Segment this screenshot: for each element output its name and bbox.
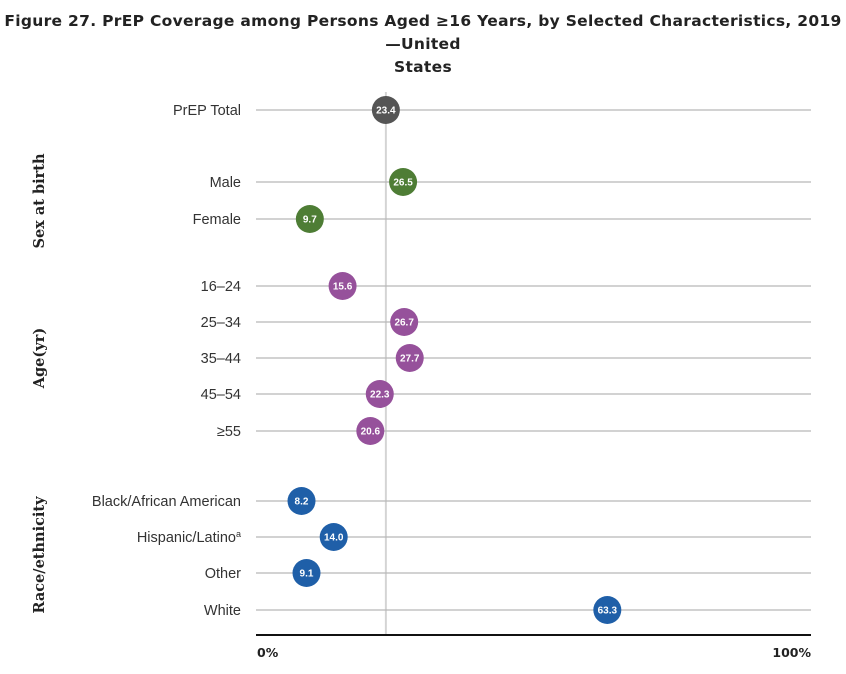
data-point <box>287 487 316 515</box>
data-point <box>292 559 321 587</box>
category-label: 16–24 <box>201 279 241 295</box>
data-point <box>395 344 424 372</box>
group-label: Sex at birth <box>31 153 48 249</box>
group-label: Age(yr) <box>31 328 48 389</box>
category-label: 25–34 <box>201 315 241 331</box>
data-point <box>319 523 348 551</box>
category-label: ≥55 <box>217 424 241 440</box>
data-label: 22.3 <box>370 390 390 401</box>
data-label: 27.7 <box>400 354 420 365</box>
group-label: Race/ethnicity <box>31 496 48 614</box>
chart-title-line2: States <box>394 58 452 76</box>
data-point <box>295 205 324 233</box>
category-label: PrEP Total <box>173 103 241 119</box>
chart-title: Figure 27. PrEP Coverage among Persons A… <box>0 10 846 79</box>
category-label: White <box>204 603 241 619</box>
data-label: 14.0 <box>324 533 344 544</box>
data-point <box>365 380 394 408</box>
category-label: Hispanic/Latinoa <box>137 529 241 546</box>
data-point <box>593 596 622 624</box>
data-label: 15.6 <box>333 282 353 293</box>
category-label: Other <box>205 566 241 582</box>
data-label: 9.7 <box>303 215 317 226</box>
data-label: 9.1 <box>300 569 314 580</box>
category-label: Black/African American <box>92 494 241 510</box>
x-tick-label: 100% <box>772 645 811 660</box>
category-label: 45–54 <box>201 387 241 403</box>
data-point <box>390 308 419 336</box>
data-point <box>356 417 385 445</box>
category-label: Female <box>193 212 241 228</box>
data-label: 26.7 <box>394 318 414 329</box>
data-point <box>371 96 400 124</box>
data-label: 63.3 <box>598 606 618 617</box>
data-label: 8.2 <box>295 497 309 508</box>
data-label: 23.4 <box>376 106 396 117</box>
data-point <box>328 272 357 300</box>
data-label: 20.6 <box>361 427 381 438</box>
data-label: 26.5 <box>393 178 413 189</box>
category-label: 35–44 <box>201 351 241 367</box>
chart-title-line1: Figure 27. PrEP Coverage among Persons A… <box>4 12 842 53</box>
data-point <box>389 168 418 196</box>
x-tick-label: 0% <box>257 645 279 660</box>
category-label: Male <box>210 175 241 191</box>
